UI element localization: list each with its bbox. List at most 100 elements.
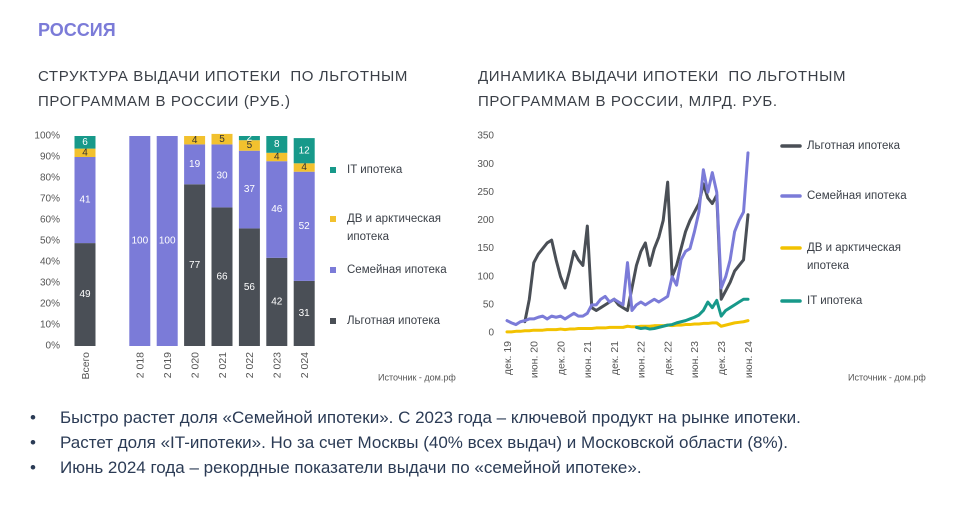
value-label: 31 (299, 308, 311, 319)
bar-segment (266, 161, 288, 258)
y-tick-label: 90% (40, 152, 60, 163)
value-label: 2 (247, 133, 253, 144)
value-label: 6 (82, 137, 88, 148)
bar-segment (238, 150, 260, 229)
x-tick-label: июн. 23 (689, 341, 701, 378)
y-tick-label: 100% (34, 131, 60, 142)
header-title: РОССИЯ (38, 20, 116, 40)
legend-label: Льготная ипотека (807, 140, 901, 152)
bullet-item: Быстро растет доля «Семейной ипотеки». С… (30, 405, 801, 430)
x-tick-label: дек. 22 (662, 341, 674, 375)
bar-segment (74, 148, 96, 157)
legend-swatch (330, 216, 336, 222)
x-tick-label: 2 020 (189, 352, 201, 378)
bar-segment (238, 140, 260, 151)
bar-segment (211, 144, 233, 208)
value-label: 8 (274, 139, 280, 150)
legend-label: IT ипотека (347, 164, 403, 176)
source-note: Источник - дом.рф (848, 372, 926, 382)
x-tick-label: июн. 21 (582, 341, 594, 378)
value-label: 77 (189, 260, 201, 271)
bullet-list: Быстро растет доля «Семейной ипотеки». С… (30, 405, 801, 480)
y-tick-label: 20% (40, 299, 60, 310)
value-label: 30 (216, 171, 228, 182)
value-label: 66 (216, 271, 228, 282)
bar-segment (266, 257, 288, 346)
value-label: 41 (79, 195, 91, 206)
legend-swatch (330, 318, 336, 324)
bar-segment (238, 136, 260, 141)
value-label: 52 (299, 221, 311, 232)
bar-segment (238, 228, 260, 346)
x-tick-label: Всего (80, 352, 92, 380)
value-label: 4 (192, 135, 198, 146)
bullet-item: Июнь 2024 года – рекордные показатели вы… (30, 455, 801, 480)
y-tick-label: 100 (477, 271, 494, 282)
value-label: 4 (301, 162, 307, 173)
bar-segment (293, 163, 315, 172)
legend-label: Льготная ипотека (347, 315, 441, 327)
legend-label: ДВ и арктическая ипотека (347, 213, 441, 243)
bar-segment (266, 136, 288, 153)
legend-label: IT ипотека (807, 295, 863, 307)
line-series (634, 297, 750, 331)
legend-label: Семейная ипотека (807, 190, 907, 202)
y-tick-label: 150 (477, 243, 494, 254)
value-label: 100 (131, 236, 148, 247)
x-tick-label: июн. 24 (743, 341, 755, 378)
legend-label: ДВ и арктическая ипотека (807, 242, 901, 272)
y-tick-label: 60% (40, 215, 60, 226)
bar-segment (74, 243, 96, 346)
value-label: 56 (244, 282, 256, 293)
y-tick-label: 70% (40, 194, 60, 205)
x-tick-label: дек. 23 (716, 341, 728, 375)
value-label: 12 (299, 145, 311, 156)
bar-segment (74, 136, 96, 149)
bar-segment (156, 136, 178, 346)
y-tick-label: 300 (477, 159, 494, 170)
value-label: 49 (79, 289, 91, 300)
value-label: 4 (82, 147, 88, 158)
y-tick-label: 0% (46, 341, 61, 352)
chart-title: СТРУКТУРА ВЫДАЧИ ИПОТЕКИ ПО ЛЬГОТНЫМ ПРО… (38, 68, 413, 110)
legend-label: Семейная ипотека (347, 264, 447, 276)
x-tick-label: дек. 19 (502, 341, 514, 375)
y-tick-label: 250 (477, 187, 494, 198)
bar-segment (293, 280, 315, 346)
bar-segment (74, 157, 96, 244)
y-tick-label: 200 (477, 215, 494, 226)
value-label: 46 (271, 204, 283, 215)
bar-segment (293, 138, 315, 164)
bullet-item: Растет доля «IT-ипотеки». Но за счет Мос… (30, 430, 801, 455)
x-tick-label: июн. 22 (636, 341, 648, 378)
y-tick-label: 10% (40, 320, 60, 331)
bar-segment (211, 133, 233, 145)
bar-segment (293, 171, 315, 281)
x-tick-label: дек. 20 (555, 341, 567, 375)
y-tick-label: 40% (40, 257, 60, 268)
x-tick-label: 2 021 (217, 352, 229, 378)
x-tick-label: июн. 20 (529, 341, 541, 378)
x-tick-label: 2 019 (162, 352, 174, 378)
bar-segment (266, 152, 288, 162)
x-tick-label: 2 024 (299, 352, 311, 378)
line-series (505, 319, 750, 334)
y-tick-label: 350 (477, 131, 494, 142)
y-tick-label: 50% (40, 236, 60, 247)
value-label: 100 (159, 236, 176, 247)
value-label: 42 (271, 297, 283, 308)
source-note: Источник - дом.рф (378, 372, 456, 382)
x-tick-label: 2 023 (272, 352, 284, 378)
y-tick-label: 80% (40, 173, 60, 184)
chart-title: ДИНАМИКА ВЫДАЧИ ИПОТЕКИ ПО ЛЬГОТНЫМ ПРОГ… (478, 68, 851, 110)
line-series (505, 151, 750, 327)
legend-swatch (330, 167, 336, 173)
legend-swatch (330, 267, 336, 273)
bar-segment (129, 136, 151, 346)
bar-segment (184, 136, 206, 145)
y-tick-label: 0 (488, 328, 494, 339)
x-tick-label: дек. 21 (609, 341, 621, 375)
y-tick-label: 30% (40, 278, 60, 289)
